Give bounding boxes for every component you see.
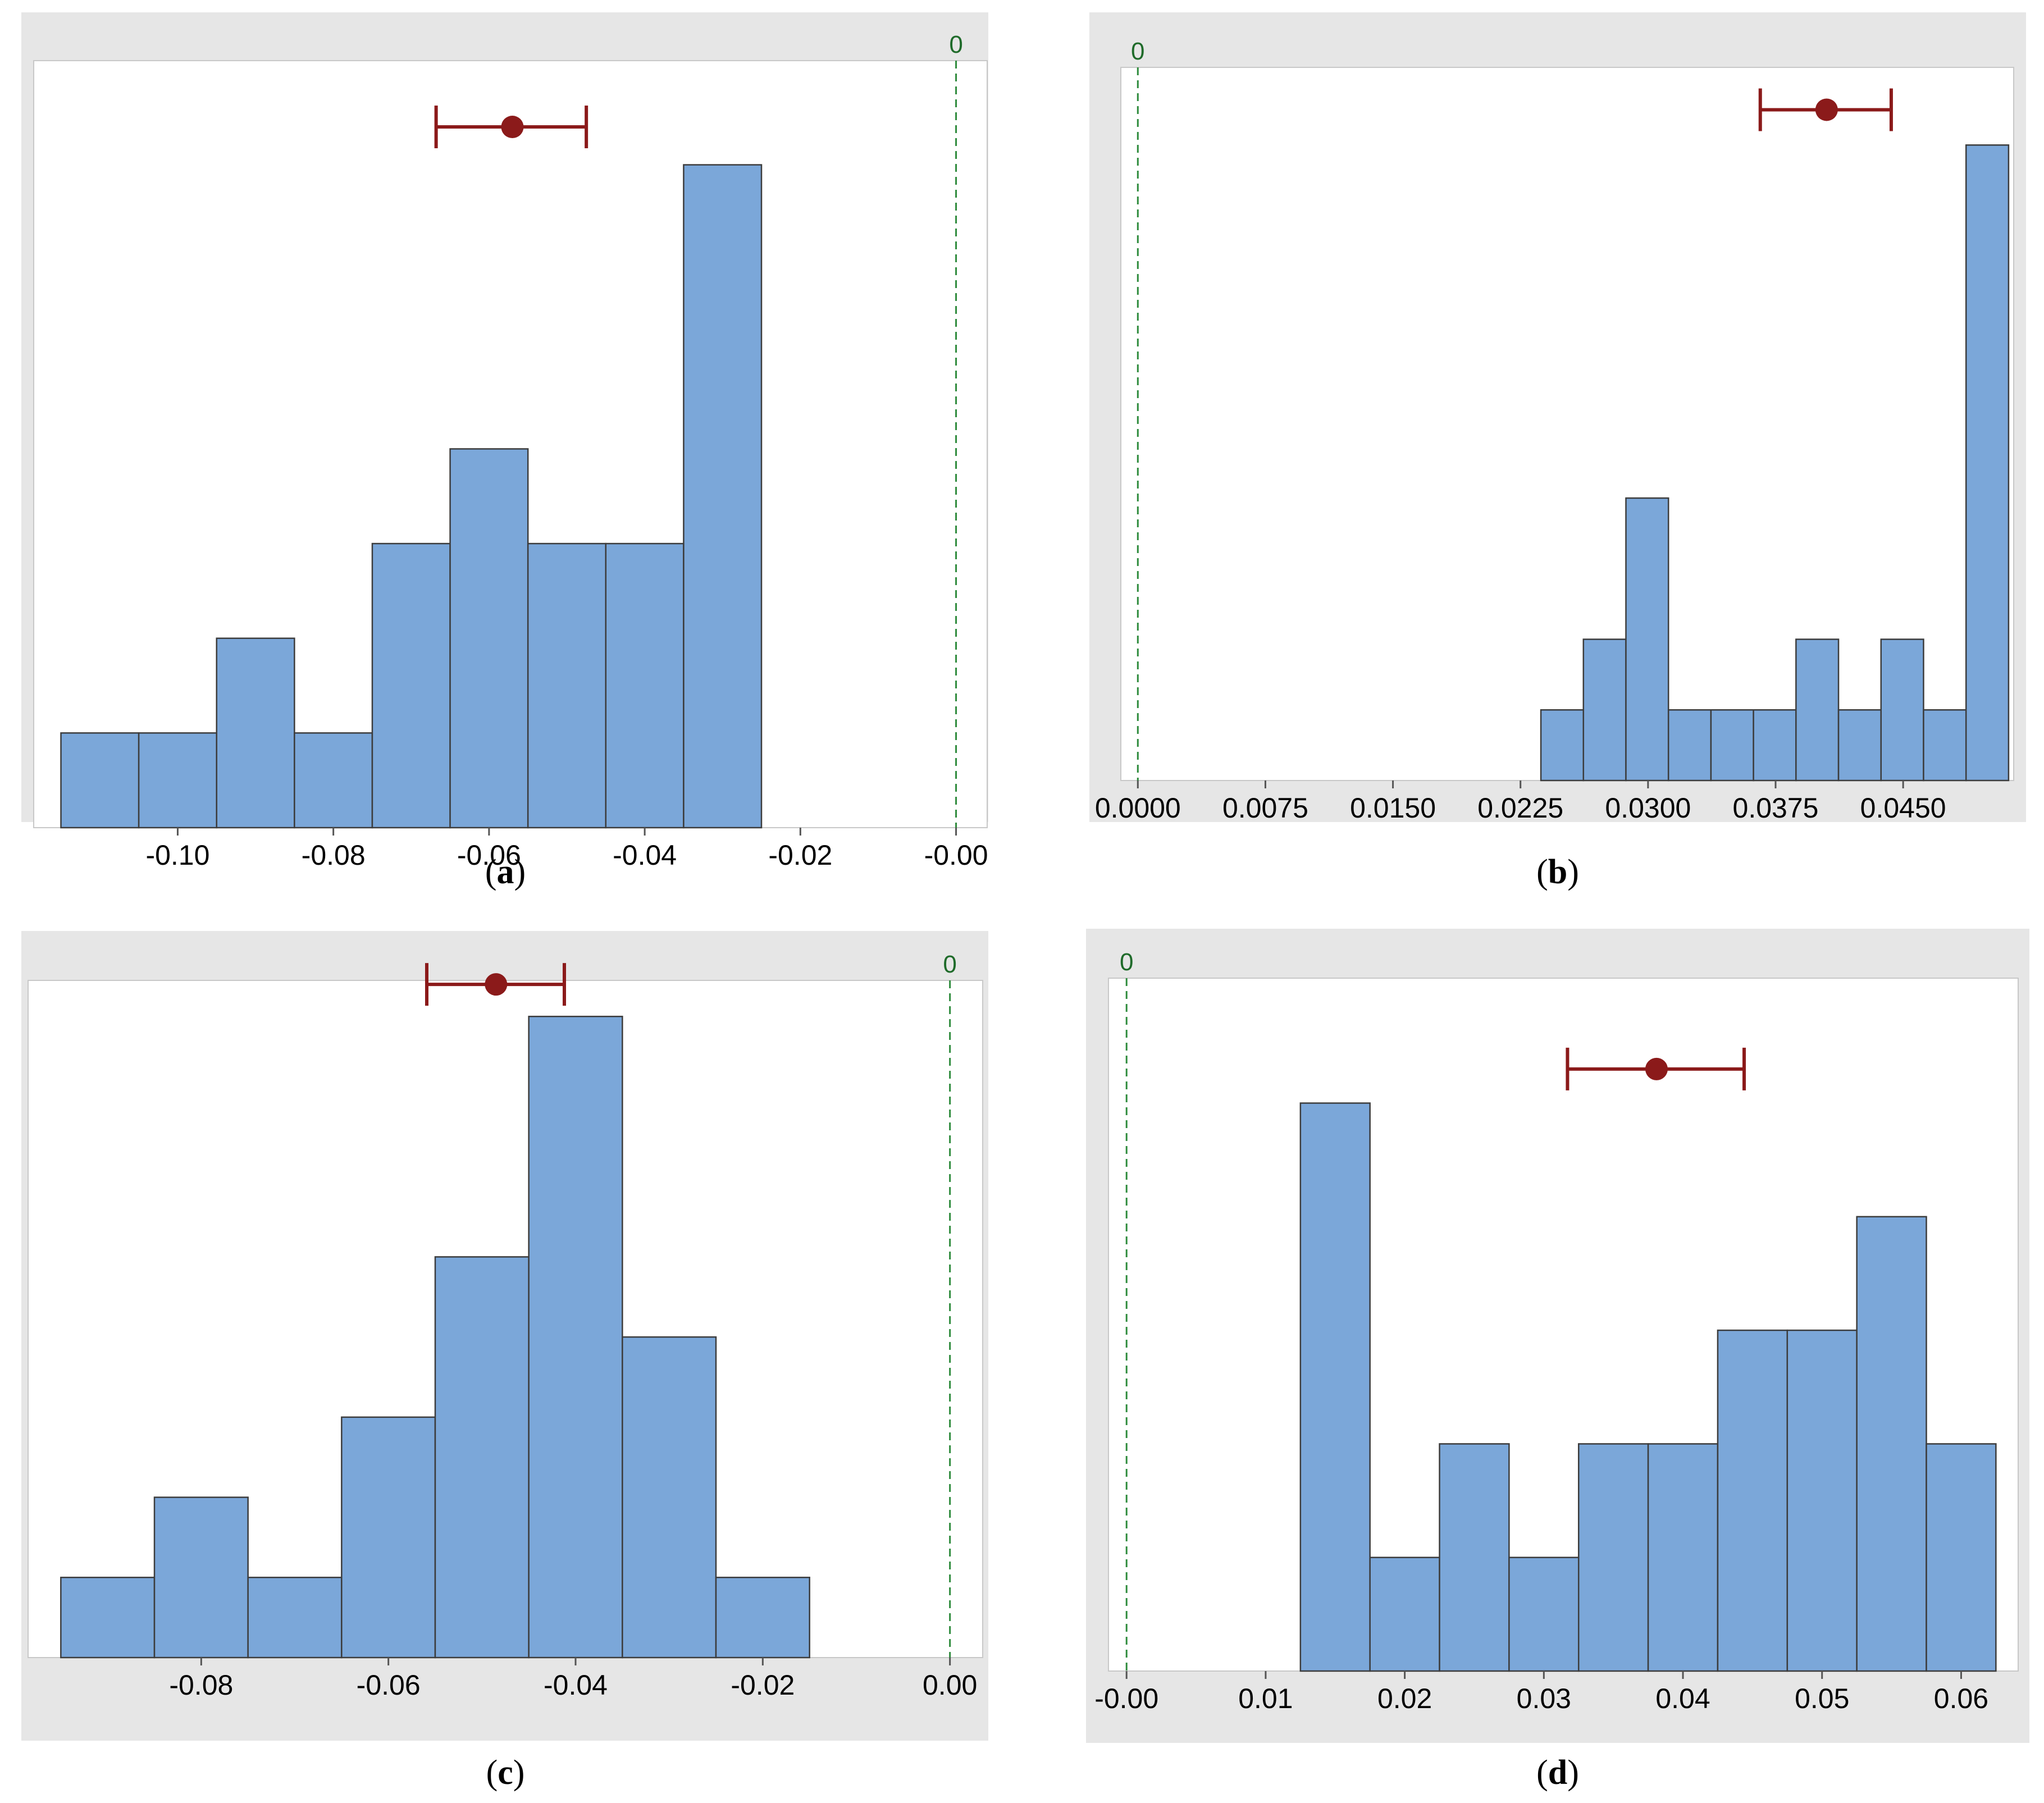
panel-c-reference-label: 0 — [943, 951, 956, 978]
panel-d-bar — [1299, 1102, 1371, 1672]
panel-c-bar — [528, 1015, 623, 1659]
panel-a-interval-mean — [501, 116, 524, 139]
panel-a-bar — [138, 732, 217, 829]
panel-b-xtick-label: 0.0450 — [1860, 792, 1946, 824]
panel-c: 0 -0.08 -0.06 -0.04 -0.02 0.00 — [21, 931, 988, 1741]
panel-a-bar — [605, 542, 685, 829]
panel-c-bar — [715, 1577, 810, 1659]
panel-c-bar — [153, 1496, 249, 1659]
caption-a-letter: a — [496, 853, 514, 891]
panel-b-interval-mean — [1815, 98, 1838, 121]
panel-d-xtick-label: -0.00 — [1094, 1683, 1158, 1714]
panel-d: 0 -0.00 0.01 0.02 0.03 0.04 0.05 0.06 — [1086, 929, 2029, 1743]
panel-d-bar — [1508, 1556, 1580, 1672]
panel-b-xtick-label: 0.0000 — [1095, 792, 1181, 824]
panel-c-xtick-label: -0.02 — [731, 1669, 795, 1701]
panel-d-bar — [1647, 1443, 1719, 1672]
panel-b: 0 0.0000 0.0075 0.0150 0.0225 0.0300 0.0375 0.0… — [1089, 12, 2026, 824]
caption-a: (a) — [485, 853, 526, 891]
panel-b-plot-area — [1120, 67, 2014, 781]
panel-c-bar — [434, 1256, 530, 1659]
panel-b-bar — [1795, 638, 1840, 782]
panel-a-bar — [527, 542, 607, 829]
panel-c-bar — [247, 1577, 343, 1659]
panel-d-xtick-label: 0.05 — [1795, 1683, 1849, 1714]
panel-c-bar — [622, 1336, 717, 1659]
panel-a-bar — [294, 732, 373, 829]
panel-d-bar — [1786, 1329, 1858, 1672]
panel-a-xtick-label: -0.02 — [768, 839, 832, 871]
panel-a-bar — [683, 164, 763, 829]
panel-b-xtick-label: 0.0075 — [1222, 792, 1308, 824]
panel-a-xtick-label: -0.04 — [613, 839, 677, 871]
caption-c-letter: c — [498, 1754, 513, 1792]
panel-d-xtick-label: 0.06 — [1934, 1683, 1988, 1714]
panel-a-xtick-label: -0.08 — [302, 839, 366, 871]
panel-b-xtick-label: 0.0300 — [1605, 792, 1691, 824]
panel-b-bar — [1965, 144, 2010, 782]
panel-a-reference-label: 0 — [949, 31, 962, 58]
panel-a-xtick-label: -0.00 — [924, 839, 988, 871]
panel-b-xtick-label: 0.0225 — [1477, 792, 1563, 824]
caption-b: (b) — [1536, 853, 1579, 891]
panel-b-bar — [1837, 709, 1882, 782]
panel-a: 0 -0.10 -0.08 -0.06 -0.04 -0.02 -0.00 — [21, 12, 988, 871]
panel-b-xtick-label: 0.0150 — [1350, 792, 1436, 824]
panel-a-xtick-label: -0.10 — [145, 839, 209, 871]
panel-b-reference-label: 0 — [1131, 38, 1144, 65]
panel-d-interval-mean — [1645, 1057, 1668, 1080]
panel-d-bar — [1439, 1443, 1510, 1672]
panel-d-bar — [1369, 1556, 1440, 1672]
panel-a-bar — [216, 637, 295, 829]
panel-b-bar — [1753, 709, 1797, 782]
panel-d-xtick-label: 0.01 — [1238, 1683, 1293, 1714]
panel-a-bar — [371, 542, 451, 829]
panel-c-bar — [60, 1577, 156, 1659]
caption-d: (d) — [1536, 1754, 1579, 1792]
panel-b-bar — [1625, 497, 1669, 782]
panel-b-bar — [1880, 638, 1924, 782]
panel-b-bar — [1540, 709, 1585, 782]
caption-c: (c) — [486, 1754, 525, 1792]
panel-c-bar — [341, 1416, 436, 1659]
panel-d-xtick-label: 0.03 — [1517, 1683, 1571, 1714]
caption-b-letter: b — [1548, 853, 1568, 891]
panel-b-bar — [1710, 709, 1754, 782]
panel-d-bar — [1926, 1443, 1997, 1672]
panel-c-xtick-label: 0.00 — [923, 1669, 977, 1701]
panel-c-xtick-label: -0.04 — [544, 1669, 608, 1701]
panel-a-bar — [60, 732, 140, 829]
panel-b-bar — [1582, 638, 1627, 782]
panel-c-xtick-label: -0.06 — [357, 1669, 421, 1701]
panel-c-xtick-label: -0.08 — [169, 1669, 233, 1701]
panel-b-bar — [1923, 709, 1967, 782]
panel-d-reference-label: 0 — [1120, 948, 1133, 976]
caption-d-letter: d — [1548, 1754, 1568, 1792]
panel-b-xtick-label: 0.0375 — [1733, 792, 1819, 824]
panel-d-bar — [1577, 1443, 1649, 1672]
panel-d-xtick-label: 0.04 — [1655, 1683, 1710, 1714]
panel-a-bar — [449, 448, 529, 829]
panel-b-bar — [1667, 709, 1712, 782]
panel-d-bar — [1717, 1329, 1788, 1672]
panel-d-xtick-label: 0.02 — [1377, 1683, 1432, 1714]
panel-a-xtick-label: -0.06 — [457, 839, 521, 871]
panel-c-interval-mean — [485, 973, 508, 996]
panel-d-bar — [1856, 1216, 1927, 1672]
